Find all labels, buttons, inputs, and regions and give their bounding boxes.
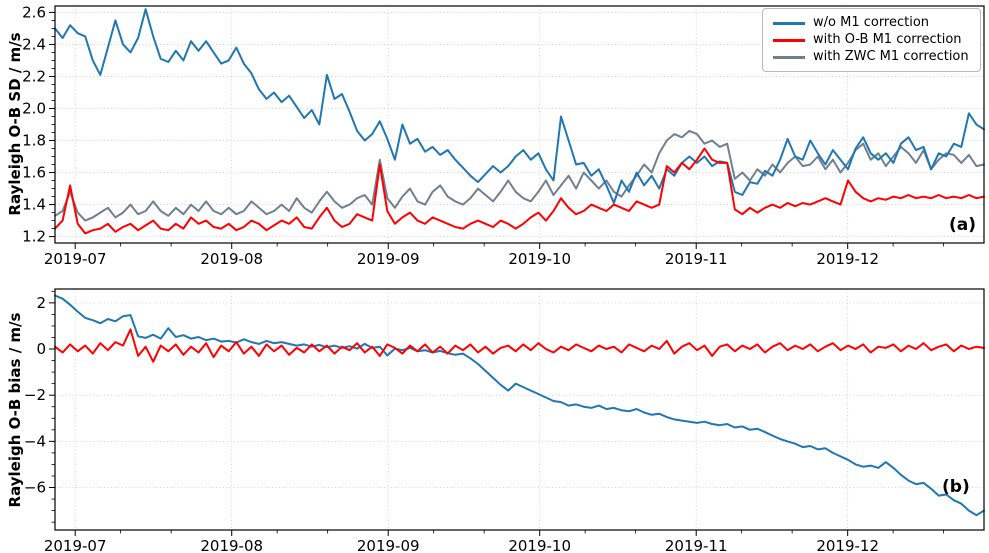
series-line-with-zwc-m1-correction: [54, 129, 985, 222]
panel-letter-b: (b): [942, 477, 970, 497]
legend-item-ob-m1: with O-B M1 correction: [773, 32, 970, 48]
axes-frame: [54, 288, 985, 531]
y-tick-label: 2: [36, 294, 46, 312]
legend-line-red-icon: [773, 38, 805, 42]
legend-label: with O-B M1 correction: [813, 32, 962, 47]
legend-label: w/o M1 correction: [813, 15, 930, 30]
x-tick-label: 2019-08: [200, 537, 263, 553]
x-tick-label: 2019-12: [816, 537, 879, 553]
y-tick-label: −2: [24, 386, 46, 404]
y-tick-label: 1.2: [22, 228, 46, 246]
y-tick-label: −6: [24, 479, 46, 497]
y-tick-label: −4: [24, 432, 46, 450]
x-tick-label: 2019-07: [44, 250, 107, 268]
y-tick-label: 1.8: [22, 132, 46, 150]
legend-label: with ZWC M1 correction: [813, 49, 969, 64]
legend: w/o M1 correction with O-B M1 correction…: [762, 8, 981, 72]
x-tick-label: 2019-08: [200, 250, 263, 268]
x-tick-label: 2019-10: [508, 250, 571, 268]
legend-item-zwc-m1: with ZWC M1 correction: [773, 49, 970, 65]
y-tick-label: 0: [36, 340, 46, 358]
x-tick-label: 2019-10: [508, 537, 571, 553]
y-tick-label: 1.6: [22, 164, 46, 182]
series-line-w-o-m1-correction: [54, 8, 985, 204]
x-tick-label: 2019-09: [357, 250, 420, 268]
x-tick-label: 2019-09: [357, 537, 420, 553]
series-line-w-o-m1-correction: [54, 294, 985, 517]
y-tick-label: 1.4: [22, 196, 46, 214]
x-tick-label: 2019-07: [44, 537, 107, 553]
series-line-with-o-b-m1-correction: [54, 328, 985, 363]
x-tick-label: 2019-11: [665, 250, 728, 268]
panel-letter-a: (a): [949, 215, 977, 235]
y-axis-label-panel-b: Rayleigh O-B bias / m/s: [6, 312, 24, 508]
y-tick-label: 2.6: [22, 3, 46, 21]
series-line-with-o-b-m1-correction: [54, 147, 985, 235]
legend-line-blue-icon: [773, 21, 805, 25]
x-tick-label: 2019-12: [816, 250, 879, 268]
y-axis-label-panel-a: Rayleigh O-B SD / m/s: [6, 32, 24, 216]
y-tick-label: 2.2: [22, 67, 46, 85]
x-tick-label: 2019-11: [665, 537, 728, 553]
y-tick-label: 2.4: [22, 35, 46, 53]
legend-item-wo-m1: w/o M1 correction: [773, 15, 970, 31]
y-tick-label: 2.0: [22, 99, 46, 117]
legend-line-gray-icon: [773, 55, 805, 59]
